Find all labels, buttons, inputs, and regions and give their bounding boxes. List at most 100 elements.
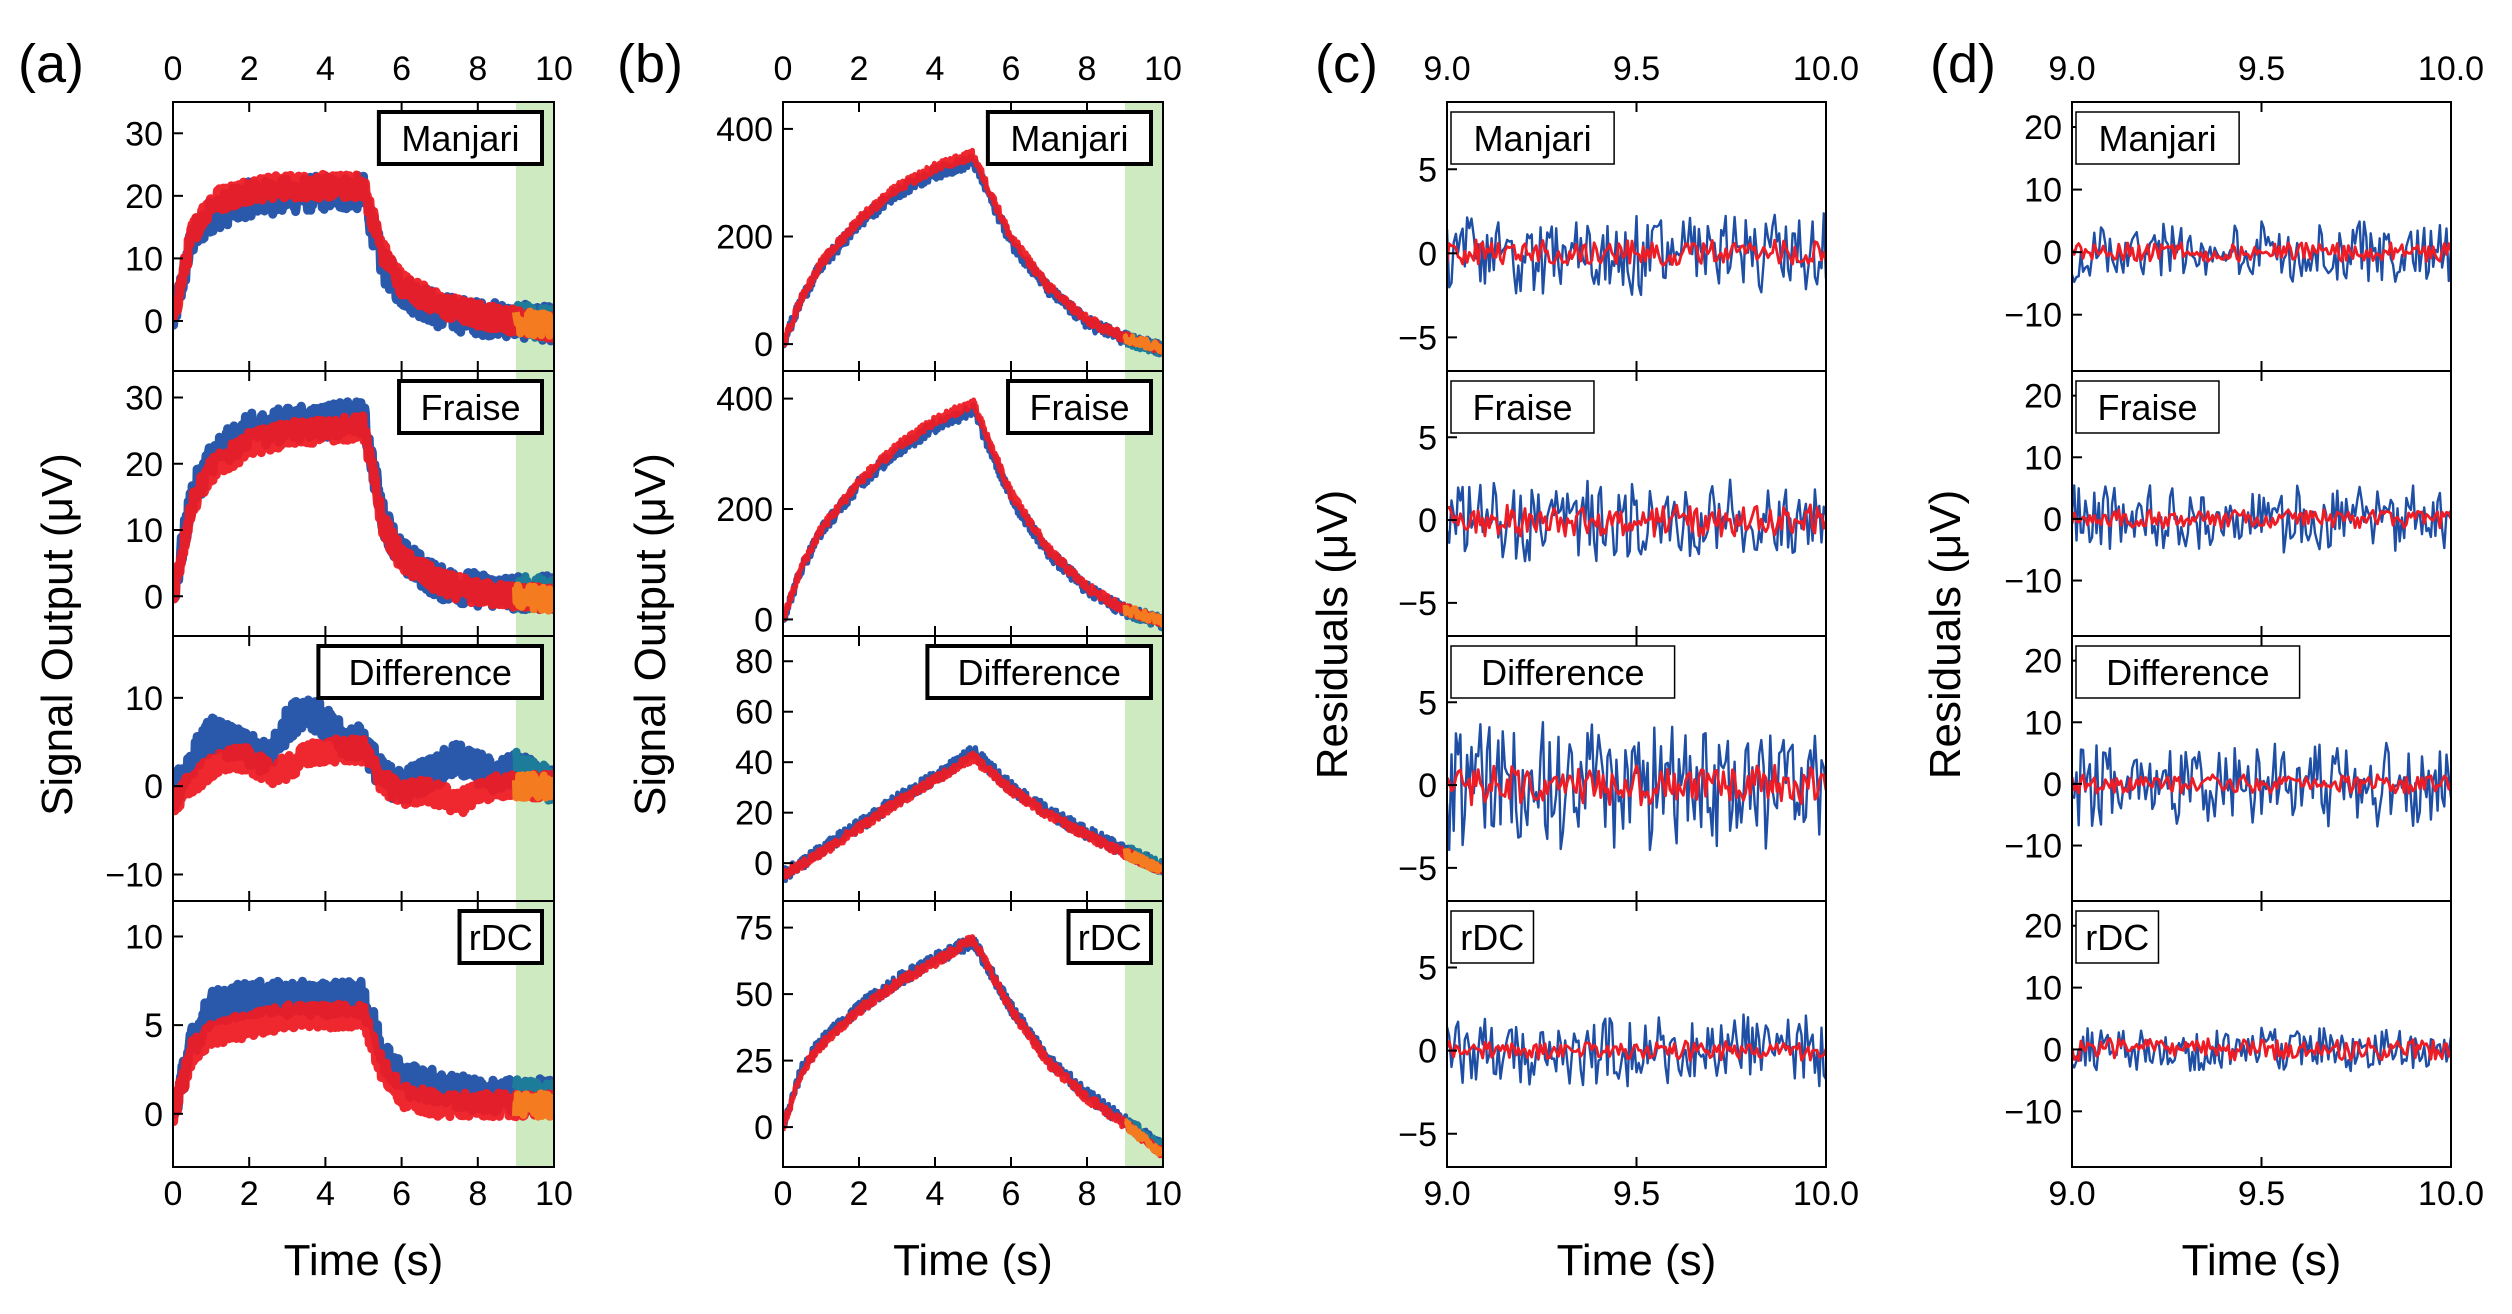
subplot-fraise: 0 200 400 Fraise xyxy=(716,370,1164,639)
subplot-rdc: 0 25 50 75 rDC xyxy=(735,900,1164,1168)
panel-b: (b) Signal Output (μV) Time (s) 0 2 4 6 8 10 0 2 4 6… xyxy=(617,34,1182,1285)
y-tick-label: 20 xyxy=(125,178,163,216)
y-tick-label: 30 xyxy=(125,115,163,153)
x-tick-label-top: 9.0 xyxy=(1423,50,1470,88)
y-axis-label: Signal Output (μV) xyxy=(33,453,82,816)
subplot-title-box xyxy=(1450,111,1615,165)
subplot-title-box xyxy=(1450,645,1676,699)
x-tick-label-bottom: 6 xyxy=(392,1175,411,1213)
y-tick-label: 0 xyxy=(2043,234,2062,272)
series-residual-red xyxy=(2072,241,2451,263)
series-residual-red xyxy=(1447,238,1826,267)
y-tick-label: −5 xyxy=(1398,1116,1437,1154)
x-tick-label-bottom: 2 xyxy=(850,1175,869,1213)
y-tick-label: 20 xyxy=(2024,643,2062,681)
panel-label: (b) xyxy=(617,34,683,94)
panel-c: (c) Residuals (μV) Time (s) 9.0 9.5 10.0 9.0 9.… xyxy=(1308,34,1859,1285)
series-measured xyxy=(783,935,1163,1155)
subplot-title: Difference xyxy=(957,652,1120,693)
x-axis-label: Time (s) xyxy=(2182,1236,2342,1285)
y-tick-label: 0 xyxy=(144,303,163,341)
y-tick-label: 0 xyxy=(2043,766,2062,804)
y-tick-label: 0 xyxy=(754,601,773,639)
subplot-title-box xyxy=(397,379,545,435)
subplot-title-box xyxy=(1450,380,1595,434)
y-tick-label: 10 xyxy=(125,680,163,718)
x-tick-label-bottom: 0 xyxy=(164,1175,183,1213)
y-tick-label: 30 xyxy=(125,380,163,418)
panel-a: (a) Signal Output (μV) Time (s) 0 2 4 6 8 10 0 2 4 6… xyxy=(18,34,573,1285)
subplot-title-box xyxy=(376,110,544,166)
plot-area xyxy=(2072,741,2451,828)
subplot-title: Manjari xyxy=(2099,118,2217,159)
subplot-rdc: −10 0 10 20 rDC xyxy=(2004,900,2452,1168)
y-tick-label: 400 xyxy=(716,111,773,149)
subplot-title-box xyxy=(1450,910,1535,964)
y-tick-label: 400 xyxy=(716,381,773,419)
subplot-title-box xyxy=(2075,380,2220,434)
x-tick-label-bottom: 10.0 xyxy=(2418,1175,2484,1213)
x-axis-label: Time (s) xyxy=(893,1236,1053,1285)
y-tick-label: 0 xyxy=(1418,1033,1437,1071)
subplot-title-box xyxy=(2075,910,2160,964)
y-tick-label: 5 xyxy=(1418,151,1437,189)
subplot-title: Fraise xyxy=(1472,387,1572,428)
series-model xyxy=(783,750,1163,880)
series-residual-blue xyxy=(2072,741,2451,828)
y-tick-label: 0 xyxy=(1418,235,1437,273)
series-model-highlight xyxy=(1122,333,1163,355)
y-tick-label: 40 xyxy=(735,744,773,782)
series-model xyxy=(173,411,554,614)
subplot-title-box xyxy=(2075,111,2240,165)
x-tick-label-bottom: 9.0 xyxy=(1423,1175,1470,1213)
y-tick-label: −5 xyxy=(1398,850,1437,888)
y-tick-label: 5 xyxy=(144,1007,163,1045)
plot-area xyxy=(1447,1013,1826,1088)
series-model xyxy=(173,169,554,343)
x-tick-label-top: 10.0 xyxy=(2418,50,2484,88)
x-tick-label-bottom: 10.0 xyxy=(1793,1175,1859,1213)
y-tick-label: −5 xyxy=(1398,319,1437,357)
y-tick-label: 200 xyxy=(716,219,773,257)
x-tick-label-top: 8 xyxy=(468,50,487,88)
series-residual-red xyxy=(1447,1039,1826,1062)
y-tick-label: 10 xyxy=(125,918,163,956)
y-tick-label: 20 xyxy=(2024,908,2062,946)
plot-area xyxy=(2072,220,2451,284)
y-tick-label: 20 xyxy=(735,795,773,833)
subplot-title: Manjari xyxy=(1010,118,1128,159)
y-tick-label: 0 xyxy=(144,1096,163,1134)
y-tick-label: 0 xyxy=(754,326,773,364)
panel-label: (d) xyxy=(1930,34,1996,94)
y-tick-label: 10 xyxy=(2024,704,2062,742)
subplot-title: Manjari xyxy=(1474,118,1592,159)
x-tick-label-top: 2 xyxy=(240,50,259,88)
plot-area xyxy=(173,397,554,615)
x-tick-label-top: 9.5 xyxy=(1613,50,1660,88)
plot-area xyxy=(173,169,554,346)
y-tick-label: 75 xyxy=(735,910,773,948)
x-tick-label-bottom: 2 xyxy=(240,1175,259,1213)
y-tick-label: 10 xyxy=(2024,970,2062,1008)
subplot-title: rDC xyxy=(469,917,533,958)
y-tick-label: 0 xyxy=(144,578,163,616)
plot-area xyxy=(2072,484,2451,554)
subplot-title: rDC xyxy=(2085,917,2149,958)
plot-area xyxy=(173,976,554,1127)
x-tick-label-top: 9.5 xyxy=(2238,50,2285,88)
panel-d: (d) Residuals (μV) Time (s) 9.0 9.5 10.0 9.0 9.… xyxy=(1921,34,2484,1285)
y-tick-label: −10 xyxy=(2004,563,2062,601)
subplot-manjari: 0 200 400 Manjari xyxy=(716,101,1164,372)
y-tick-label: 0 xyxy=(1418,502,1437,540)
x-tick-label-top: 10 xyxy=(535,50,573,88)
subplot-title-box xyxy=(985,110,1153,166)
series-model-highlight xyxy=(511,770,554,802)
subplot-fraise: −5 0 5 Fraise xyxy=(1398,370,1827,637)
x-tick-label-bottom: 0 xyxy=(774,1175,793,1213)
y-tick-label: 20 xyxy=(2024,378,2062,416)
subplot-difference: 0 20 40 60 80 Difference xyxy=(735,635,1164,902)
x-tick-label-bottom: 9.5 xyxy=(1613,1175,1660,1213)
y-tick-label: 20 xyxy=(2024,109,2062,147)
subplot-title: Fraise xyxy=(1030,387,1130,428)
y-tick-label: 5 xyxy=(1418,684,1437,722)
